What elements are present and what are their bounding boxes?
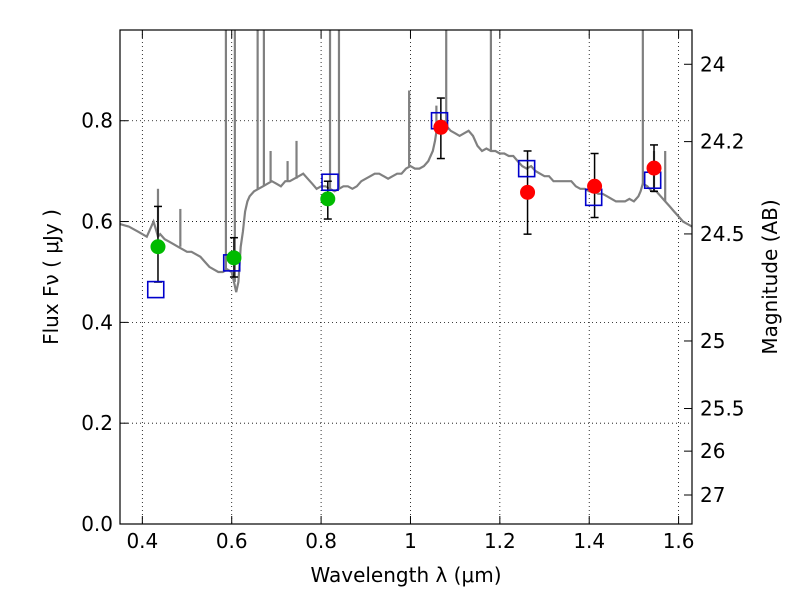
x-tick-label: 0.4 xyxy=(126,529,158,553)
spectrum-layer xyxy=(119,30,693,293)
y2-tick-label: 24 xyxy=(700,52,725,76)
y-tick-label: 0.2 xyxy=(81,411,113,435)
y-tick-labels: 0.0 0.2 0.4 0.6 0.8 xyxy=(81,109,113,536)
y2-tick-label: 24.5 xyxy=(700,222,745,246)
x-tick-label: 1.4 xyxy=(573,529,605,553)
x-tick-label: 1.2 xyxy=(484,529,516,553)
x-tick-label: 0.6 xyxy=(216,529,248,553)
x-tick-label: 1.6 xyxy=(663,529,695,553)
red-point xyxy=(433,119,449,135)
y2-tick-label: 25 xyxy=(700,329,725,353)
x-tick-label: 1 xyxy=(404,529,417,553)
x-tick-labels: 0.4 0.6 0.8 1 1.2 1.4 1.6 xyxy=(126,529,694,553)
y-tick-label: 0.6 xyxy=(81,210,113,234)
y2-tick-label: 24.2 xyxy=(700,130,745,154)
spectrum-line xyxy=(119,119,693,293)
tick-marks xyxy=(120,30,692,525)
x-tick-label: 0.8 xyxy=(305,529,337,553)
y2-tick-label: 26 xyxy=(700,439,725,463)
model-square xyxy=(321,173,339,192)
red-point xyxy=(646,160,662,176)
green-point xyxy=(226,250,242,266)
y2-tick-label: 27 xyxy=(700,483,725,507)
y2-axis-title: Magnitude (AB) xyxy=(758,199,782,354)
red-point xyxy=(520,184,536,200)
y-tick-label: 0.0 xyxy=(81,512,113,536)
y-axis-title: Flux Fν ( μJy ) xyxy=(39,209,63,345)
point-layer xyxy=(146,111,662,299)
red-point xyxy=(587,178,603,194)
model-square xyxy=(146,280,165,299)
model-square xyxy=(517,159,536,178)
plot-frame xyxy=(119,29,693,525)
grid-lines xyxy=(120,30,692,525)
green-point xyxy=(150,239,166,255)
y2-tick-labels: 24 24.2 24.5 25 25.5 26 27 xyxy=(700,52,745,507)
green-point xyxy=(320,191,336,207)
y-tick-label: 0.8 xyxy=(81,109,113,133)
x-axis-title: Wavelength λ (μm) xyxy=(310,563,501,587)
y2-tick-label: 25.5 xyxy=(700,397,745,421)
y-tick-label: 0.4 xyxy=(81,310,113,334)
